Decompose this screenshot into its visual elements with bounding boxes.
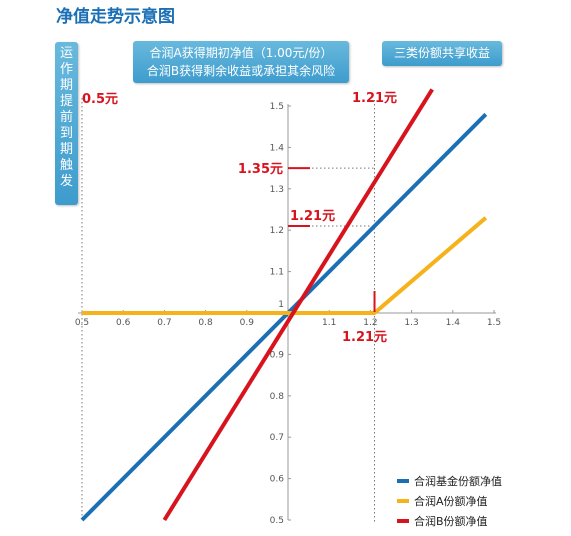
x-trigger-label: 1.21元	[342, 330, 387, 345]
callout-char: 发	[59, 174, 73, 189]
series-lines	[80, 88, 488, 522]
y-tick-label: 0.5	[270, 516, 284, 526]
y-tick-label: 1	[278, 300, 284, 310]
series-line-1	[82, 216, 488, 315]
annotations: 0.5元 1.21元 1.35元 1.21元 1.21元	[82, 91, 397, 345]
x-tick-label: 0.7	[157, 318, 171, 328]
x-tick-label: 1.2	[363, 318, 377, 328]
legend: 合润基金份额净值 合润A份额净值 合润B份额净值	[397, 471, 502, 531]
callout-line-1: 合润A获得期初净值（1.00元/份）	[149, 46, 333, 60]
x-tick-label: 1.3	[404, 318, 418, 328]
early-maturity-trigger-callout: 运 作 期 提 前 到 期 触 发	[55, 42, 78, 205]
y-tick-label: 0.9	[270, 350, 285, 360]
legend-label: 合润A份额净值	[414, 495, 488, 508]
x-tick-label: 0.8	[198, 318, 213, 328]
axes: 0.5 0.6 0.7 0.8 0.9 1.1 1.2 1.3 1.4 1.5 0.5 0.6 0.7 0…	[75, 102, 501, 526]
x-tick-label: 0.5	[75, 318, 89, 328]
callout-char: 前	[59, 110, 73, 125]
legend-item-class-a: 合润A份额净值	[397, 491, 502, 511]
b-value-label: 1.35元	[238, 162, 283, 177]
callout-char: 期	[59, 78, 73, 93]
page-title: 净值走势示意图	[56, 7, 175, 27]
reference-lines	[81, 98, 376, 522]
legend-label: 合润B份额净值	[414, 515, 488, 528]
legend-label: 合润基金份额净值	[414, 475, 502, 488]
y-tick-label: 1.4	[270, 143, 285, 153]
y-tick-label: 1.5	[270, 102, 284, 112]
middle-zone-callout: 合润A获得期初净值（1.00元/份） 合润B获得剩余收益或承担其余风险	[133, 41, 349, 83]
callout-char: 到	[59, 126, 73, 141]
legend-swatch-parent	[397, 479, 409, 483]
callout-char: 触	[59, 158, 73, 173]
y-tick-label: 1.1	[270, 268, 284, 278]
callout-line-2: 合润B获得剩余收益或承担其余风险	[146, 64, 336, 78]
x-tick-label: 0.9	[240, 318, 255, 328]
callout-char: 运	[59, 46, 73, 61]
parent-value-label: 1.21元	[290, 209, 335, 224]
x-tick-label: 1.5	[487, 318, 501, 328]
y-tick-label: 1.2	[270, 226, 284, 236]
shared-returns-callout: 三类份额共享收益	[382, 41, 502, 66]
y-tick-label: 0.6	[270, 475, 285, 485]
top-trigger-label: 1.21元	[352, 91, 397, 106]
callout-char: 作	[59, 62, 73, 77]
legend-swatch-class-b	[397, 519, 409, 523]
x-tick-label: 1.1	[322, 318, 336, 328]
legend-item-parent: 合润基金份额净值	[397, 471, 502, 491]
y-tick-label: 1.3	[270, 185, 284, 195]
x-tick-label: 0.6	[116, 318, 131, 328]
y-tick-label: 0.8	[270, 392, 285, 402]
callout-char: 期	[59, 142, 73, 157]
x-tick-label: 1.4	[446, 318, 461, 328]
y-tick-label: 0.7	[270, 433, 284, 443]
legend-swatch-class-a	[397, 499, 409, 503]
callout-char: 提	[59, 94, 73, 109]
series-line-0	[80, 112, 488, 522]
left-trigger-label: 0.5元	[82, 92, 118, 107]
series-line-2	[162, 88, 434, 522]
legend-item-class-b: 合润B份额净值	[397, 511, 502, 531]
